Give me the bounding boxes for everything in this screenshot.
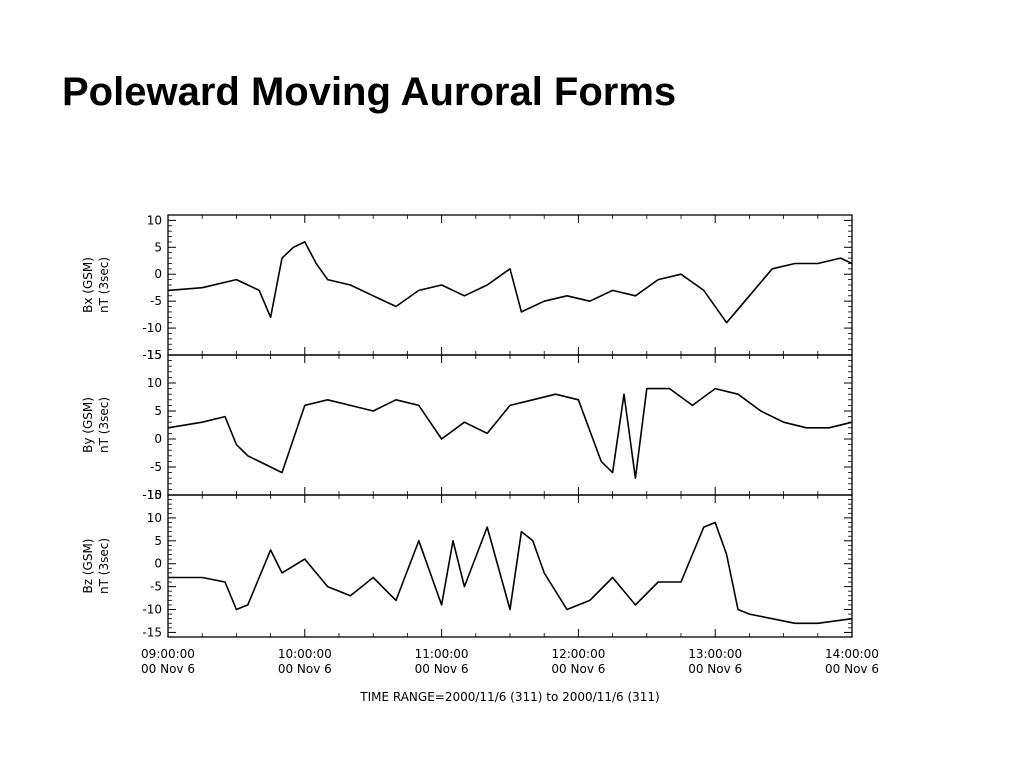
y-axis-label: By (GSM) <box>81 397 95 453</box>
x-tick-date-label: 00 Nov 6 <box>551 662 605 676</box>
y-tick-label: -10 <box>142 321 162 335</box>
y-tick-label: -5 <box>150 294 162 308</box>
x-tick-time-label: 09:00:00 <box>141 647 195 661</box>
x-tick-time-label: 11:00:00 <box>415 647 469 661</box>
y-tick-label: 5 <box>154 404 162 418</box>
y-axis-units: nT (3sec) <box>97 538 111 594</box>
y-tick-label: -5 <box>150 580 162 594</box>
panel-2: 15 10 5 0 -5 -10 By (GSM) nT (3sec) <box>81 348 853 502</box>
y-tick-label: -10 <box>142 488 162 502</box>
x-tick-date-label: 00 Nov 6 <box>141 662 195 676</box>
y-tick-label: -5 <box>150 460 162 474</box>
panel-3: 15 10 5 0 -5 -10 -15 Bz (GSM) nT (3sec) <box>81 488 853 639</box>
y-tick-label: 10 <box>147 213 162 227</box>
y-tick-label: 0 <box>154 267 162 281</box>
series-line-1 <box>167 241 853 324</box>
x-tick-date-label: 00 Nov 6 <box>278 662 332 676</box>
x-tick-date-label: 00 Nov 6 <box>688 662 742 676</box>
x-tick-time-label: 13:00:00 <box>688 647 742 661</box>
y-tick-label: -15 <box>142 348 162 362</box>
y-tick-label: -10 <box>142 603 162 617</box>
y-tick-label: 5 <box>154 534 162 548</box>
x-tick-time-label: 14:00:00 <box>825 647 879 661</box>
x-tick-time-label: 12:00:00 <box>551 647 605 661</box>
panel-1: 10 5 0 -5 -10 -15 Bx (GSM) nT (3sec) <box>81 213 853 362</box>
series-line-3 <box>168 521 853 625</box>
panel-frame <box>167 354 853 496</box>
y-tick-label: 15 <box>147 488 162 502</box>
y-axis-units: nT (3sec) <box>97 397 111 453</box>
panel-frame <box>167 214 853 356</box>
time-range-label: TIME RANGE=2000/11/6 (311) to 2000/11/6 … <box>359 690 660 704</box>
x-tick-date-label: 00 Nov 6 <box>415 662 469 676</box>
y-tick-label: 0 <box>154 432 162 446</box>
panel-frame <box>167 494 853 638</box>
x-tick-date-label: 00 Nov 6 <box>825 662 879 676</box>
y-tick-label: 10 <box>147 511 162 525</box>
y-tick-label: -15 <box>142 625 162 639</box>
y-tick-label: 15 <box>147 348 162 362</box>
y-axis-label: Bz (GSM) <box>81 539 95 594</box>
y-axis-units: nT (3sec) <box>97 257 111 313</box>
slide-title: Poleward Moving Auroral Forms <box>62 70 677 114</box>
y-tick-label: 5 <box>154 240 162 254</box>
y-axis-label: Bx (GSM) <box>81 257 95 313</box>
series-line-2 <box>167 387 853 480</box>
x-tick-time-label: 10:00:00 <box>278 647 332 661</box>
y-tick-label: 0 <box>154 557 162 571</box>
y-tick-label: 10 <box>147 376 162 390</box>
